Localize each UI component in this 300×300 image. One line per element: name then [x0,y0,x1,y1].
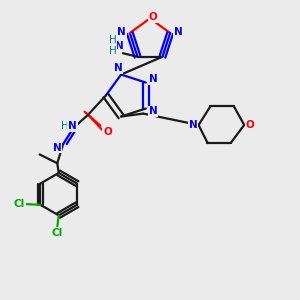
Text: N: N [114,63,122,73]
Text: N: N [174,27,183,37]
Text: N: N [68,122,77,131]
Text: Cl: Cl [52,228,63,238]
Text: H: H [61,122,68,131]
Text: N: N [116,41,124,51]
Text: N: N [189,120,198,130]
Text: N: N [149,106,158,116]
Text: N: N [53,142,62,153]
Text: H: H [109,46,116,56]
Text: H: H [109,35,116,45]
Text: N: N [149,74,158,84]
Text: O: O [148,12,157,22]
Text: N: N [117,27,126,37]
Text: O: O [103,127,112,137]
Text: O: O [246,120,254,130]
Text: Cl: Cl [13,199,25,209]
